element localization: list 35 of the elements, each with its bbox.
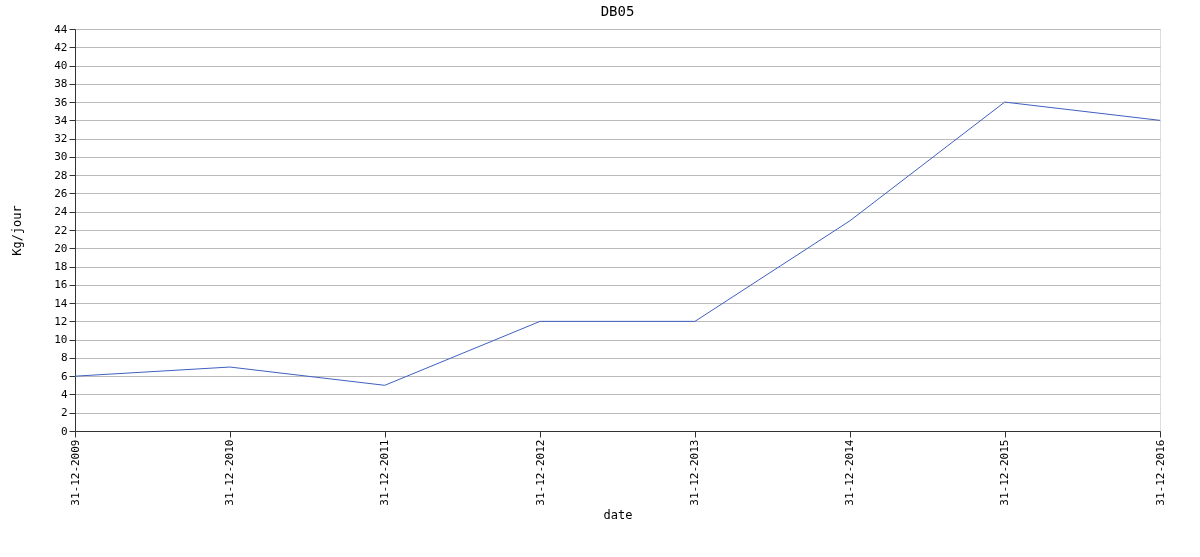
y-tick-label: 12	[54, 314, 68, 328]
y-tick-label: 14	[54, 296, 68, 310]
x-tick-label: 31-12-2010	[223, 439, 237, 506]
y-tick-label: 10	[54, 333, 68, 347]
y-tick-label: 32	[54, 132, 68, 146]
x-tick-label: 31-12-2009	[68, 439, 82, 506]
y-tick-label: 2	[60, 406, 68, 420]
x-tick-label: 31-12-2016	[1153, 439, 1167, 506]
y-tick-label: 22	[54, 223, 68, 237]
y-tick-label: 18	[54, 260, 68, 274]
x-tick-label: 31-12-2014	[843, 439, 857, 506]
chart-title: DB05	[600, 3, 635, 19]
x-tick-label: 31-12-2013	[688, 439, 702, 506]
y-tick-label: 40	[54, 59, 68, 73]
y-tick-label: 44	[54, 22, 68, 36]
x-tick-label: 31-12-2015	[998, 439, 1012, 506]
y-tick-label: 36	[54, 95, 68, 109]
x-tick-label: 31-12-2011	[378, 439, 392, 506]
y-axis-title: Kg/jour	[10, 205, 25, 256]
y-tick-label: 28	[54, 168, 68, 182]
y-tick-label: 20	[54, 241, 68, 255]
y-tick-label: 16	[54, 278, 68, 292]
x-tick-label: 31-12-2012	[533, 439, 547, 506]
x-axis-title: date	[603, 507, 633, 522]
y-tick-label: 6	[60, 369, 68, 383]
y-tick-label: 34	[54, 113, 68, 127]
y-tick-label: 24	[54, 205, 68, 219]
y-tick-label: 42	[54, 40, 68, 54]
y-tick-label: 26	[54, 186, 68, 200]
line-series	[74, 101, 1161, 386]
y-tick-label: 38	[54, 77, 68, 91]
y-tick-label: 4	[60, 387, 68, 401]
y-tick-label: 0	[60, 424, 68, 438]
y-tick-label: 30	[54, 150, 68, 164]
y-tick-label: 8	[60, 351, 68, 365]
